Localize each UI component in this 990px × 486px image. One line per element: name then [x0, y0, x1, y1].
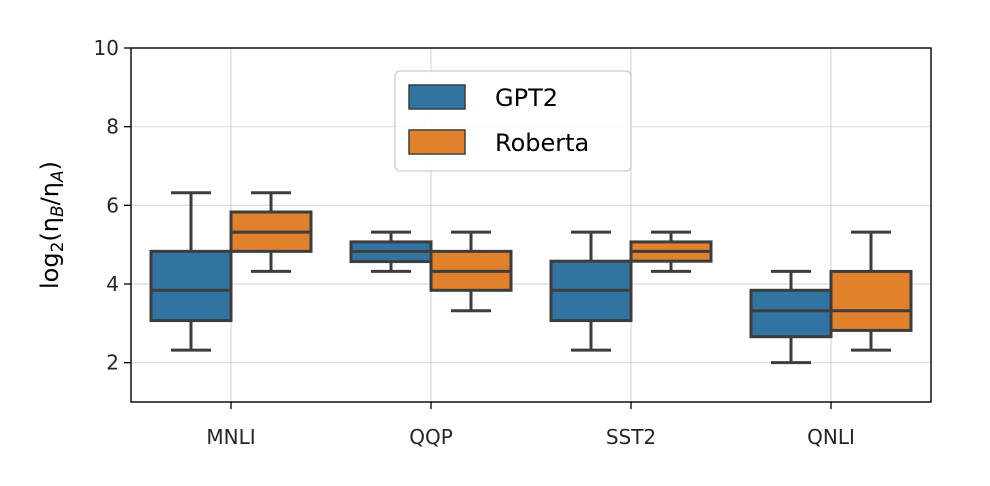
box-roberta-mnli: [229, 191, 313, 273]
box-iqr: [749, 288, 833, 339]
legend-swatch-roberta: [408, 129, 466, 155]
box-iqr: [829, 269, 913, 332]
box-roberta-qqp: [429, 230, 513, 313]
y-axis-label-subscript: A: [48, 170, 68, 183]
y-axis-label-text: /η: [36, 182, 64, 205]
y-axis-label-subscript: B: [48, 205, 68, 217]
box-roberta-qnli: [829, 230, 913, 352]
x-axis: MNLI QQP SST2 QNLI: [206, 402, 855, 449]
box-gpt2-mnli: [149, 191, 233, 352]
y-axis-label-text: (η: [36, 217, 64, 242]
x-tick-label: MNLI: [206, 425, 255, 449]
plot-frame: [130, 47, 932, 403]
legend-swatch-gpt2: [408, 84, 466, 110]
y-axis: 2 4 6 8 10: [94, 36, 131, 375]
legend-label-roberta: Roberta: [495, 129, 589, 157]
box-iqr: [149, 249, 233, 323]
box-series: [149, 191, 913, 365]
legend-label-gpt2: GPT2: [495, 84, 558, 112]
y-tick-label: 8: [106, 115, 119, 139]
y-tick-label: 6: [106, 193, 119, 217]
box-roberta-sst2: [629, 230, 713, 273]
y-axis-label: log2(ηB/ηA): [36, 161, 68, 289]
box-gpt2-qnli: [749, 269, 833, 365]
x-tick-label: QQP: [409, 425, 453, 449]
y-axis-label-subscript: 2: [48, 242, 68, 253]
box-gpt2-qqp: [349, 230, 433, 273]
x-tick-label: QNLI: [807, 425, 855, 449]
y-axis-label-text: log: [36, 252, 64, 289]
x-tick-label: SST2: [606, 425, 656, 449]
box-gpt2-sst2: [549, 230, 633, 352]
y-tick-label: 2: [106, 351, 119, 375]
y-axis-label-text: ): [36, 161, 64, 170]
y-tick-label: 4: [106, 272, 119, 296]
y-tick-label: 10: [94, 36, 119, 60]
legend: GPT2 Roberta: [394, 70, 632, 172]
